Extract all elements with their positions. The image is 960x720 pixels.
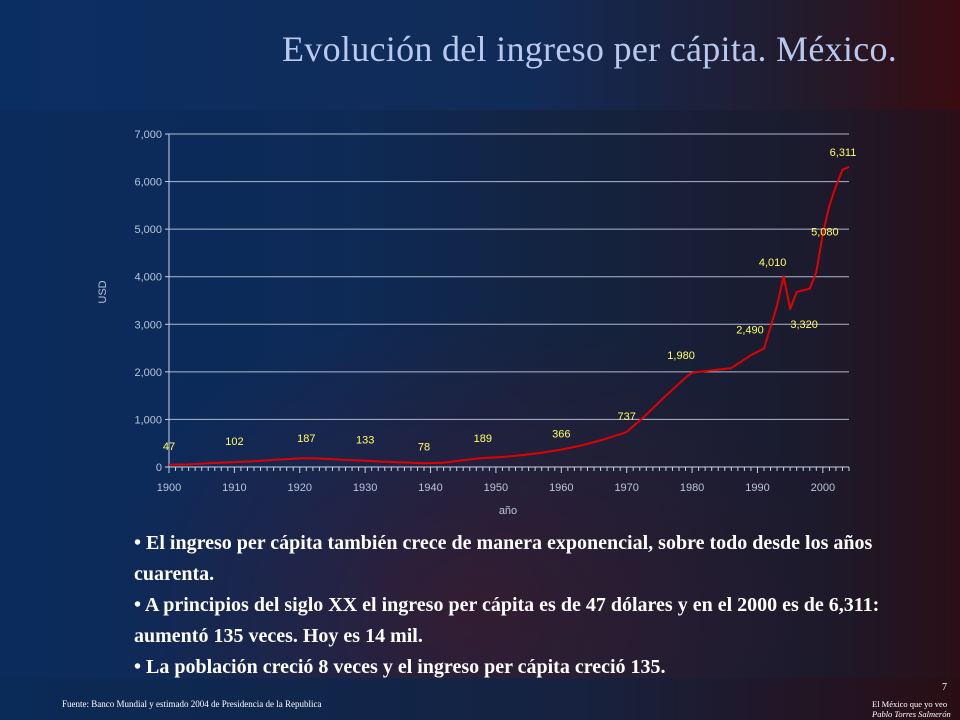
data-label: 5,080 xyxy=(811,226,839,238)
x-tick-label: 1940 xyxy=(418,482,442,494)
y-tick-label: 2,000 xyxy=(134,367,162,379)
data-label: 133 xyxy=(356,435,374,447)
y-tick-label: 3,000 xyxy=(134,319,162,331)
bullet-item: • El ingreso per cápita también crece de… xyxy=(134,532,873,585)
footer-series-title: El México que yo veo xyxy=(872,699,948,709)
data-label: 47 xyxy=(163,441,175,453)
y-tick-labels: 0 1,000 2,000 3,000 4,000 5,000 6,000 7,000 xyxy=(134,129,162,474)
axes xyxy=(165,133,850,473)
y-tick-label: 1,000 xyxy=(134,414,162,426)
data-label: 6,311 xyxy=(830,147,857,159)
x-tick-label: 1900 xyxy=(157,482,181,494)
series-line-group xyxy=(168,165,850,466)
x-tick-label: 2000 xyxy=(811,482,835,494)
x-tick-label: 1960 xyxy=(549,482,573,494)
source-note: Fuente: Banco Mundial y estimado 2004 de… xyxy=(62,699,322,709)
data-label: 78 xyxy=(418,441,430,453)
page-number: 7 xyxy=(942,682,947,693)
y-tick-label: 4,000 xyxy=(134,272,162,284)
y-tick-label: 6,000 xyxy=(134,177,162,189)
x-tick-label: 1930 xyxy=(353,482,377,494)
series-line xyxy=(168,165,850,466)
x-tick-label: 1970 xyxy=(614,482,638,494)
footer-author: Pablo Torres Salmerón xyxy=(872,709,951,719)
x-tick-label: 1910 xyxy=(222,482,246,494)
grid-lines xyxy=(169,133,849,420)
y-tick-label: 7,000 xyxy=(134,129,162,141)
y-tick-label: 0 xyxy=(156,462,162,474)
y-axis-label: USD xyxy=(97,280,109,303)
data-label: 366 xyxy=(552,429,570,441)
y-tick-label: 5,000 xyxy=(134,224,162,236)
data-labels: 47 102 187 133 78 189 366 737 1,980 2,490 4,010 3,3… xyxy=(163,147,856,454)
x-axis-label: año xyxy=(499,505,517,517)
footer-band xyxy=(0,678,960,720)
data-label: 1,980 xyxy=(667,350,695,362)
x-tick-label: 1950 xyxy=(484,482,508,494)
title-band xyxy=(0,0,960,110)
bullet-item: • A principios del siglo XX el ingreso p… xyxy=(134,594,880,647)
data-label: 3,320 xyxy=(790,319,818,331)
income-chart: 0 1,000 2,000 3,000 4,000 5,000 6,000 7,000 190… xyxy=(97,129,856,517)
slide-title: Evolución del ingreso per cápita. México… xyxy=(282,29,898,69)
data-label: 737 xyxy=(618,411,636,423)
bullet-list: • El ingreso per cápita también crece de… xyxy=(134,528,924,683)
x-tick-label: 1920 xyxy=(288,482,312,494)
data-label: 4,010 xyxy=(759,257,787,269)
x-tick-label: 1990 xyxy=(745,482,769,494)
data-label: 189 xyxy=(474,433,492,445)
data-label: 187 xyxy=(297,433,315,445)
data-label: 2,490 xyxy=(736,325,764,337)
x-tick-labels: 1900 1910 1920 1930 1940 1950 1960 1970 1980 1990… xyxy=(157,482,835,494)
data-label: 102 xyxy=(225,436,243,448)
x-tick-label: 1980 xyxy=(680,482,704,494)
bullet-item: • La población creció 8 veces y el ingre… xyxy=(134,656,666,678)
